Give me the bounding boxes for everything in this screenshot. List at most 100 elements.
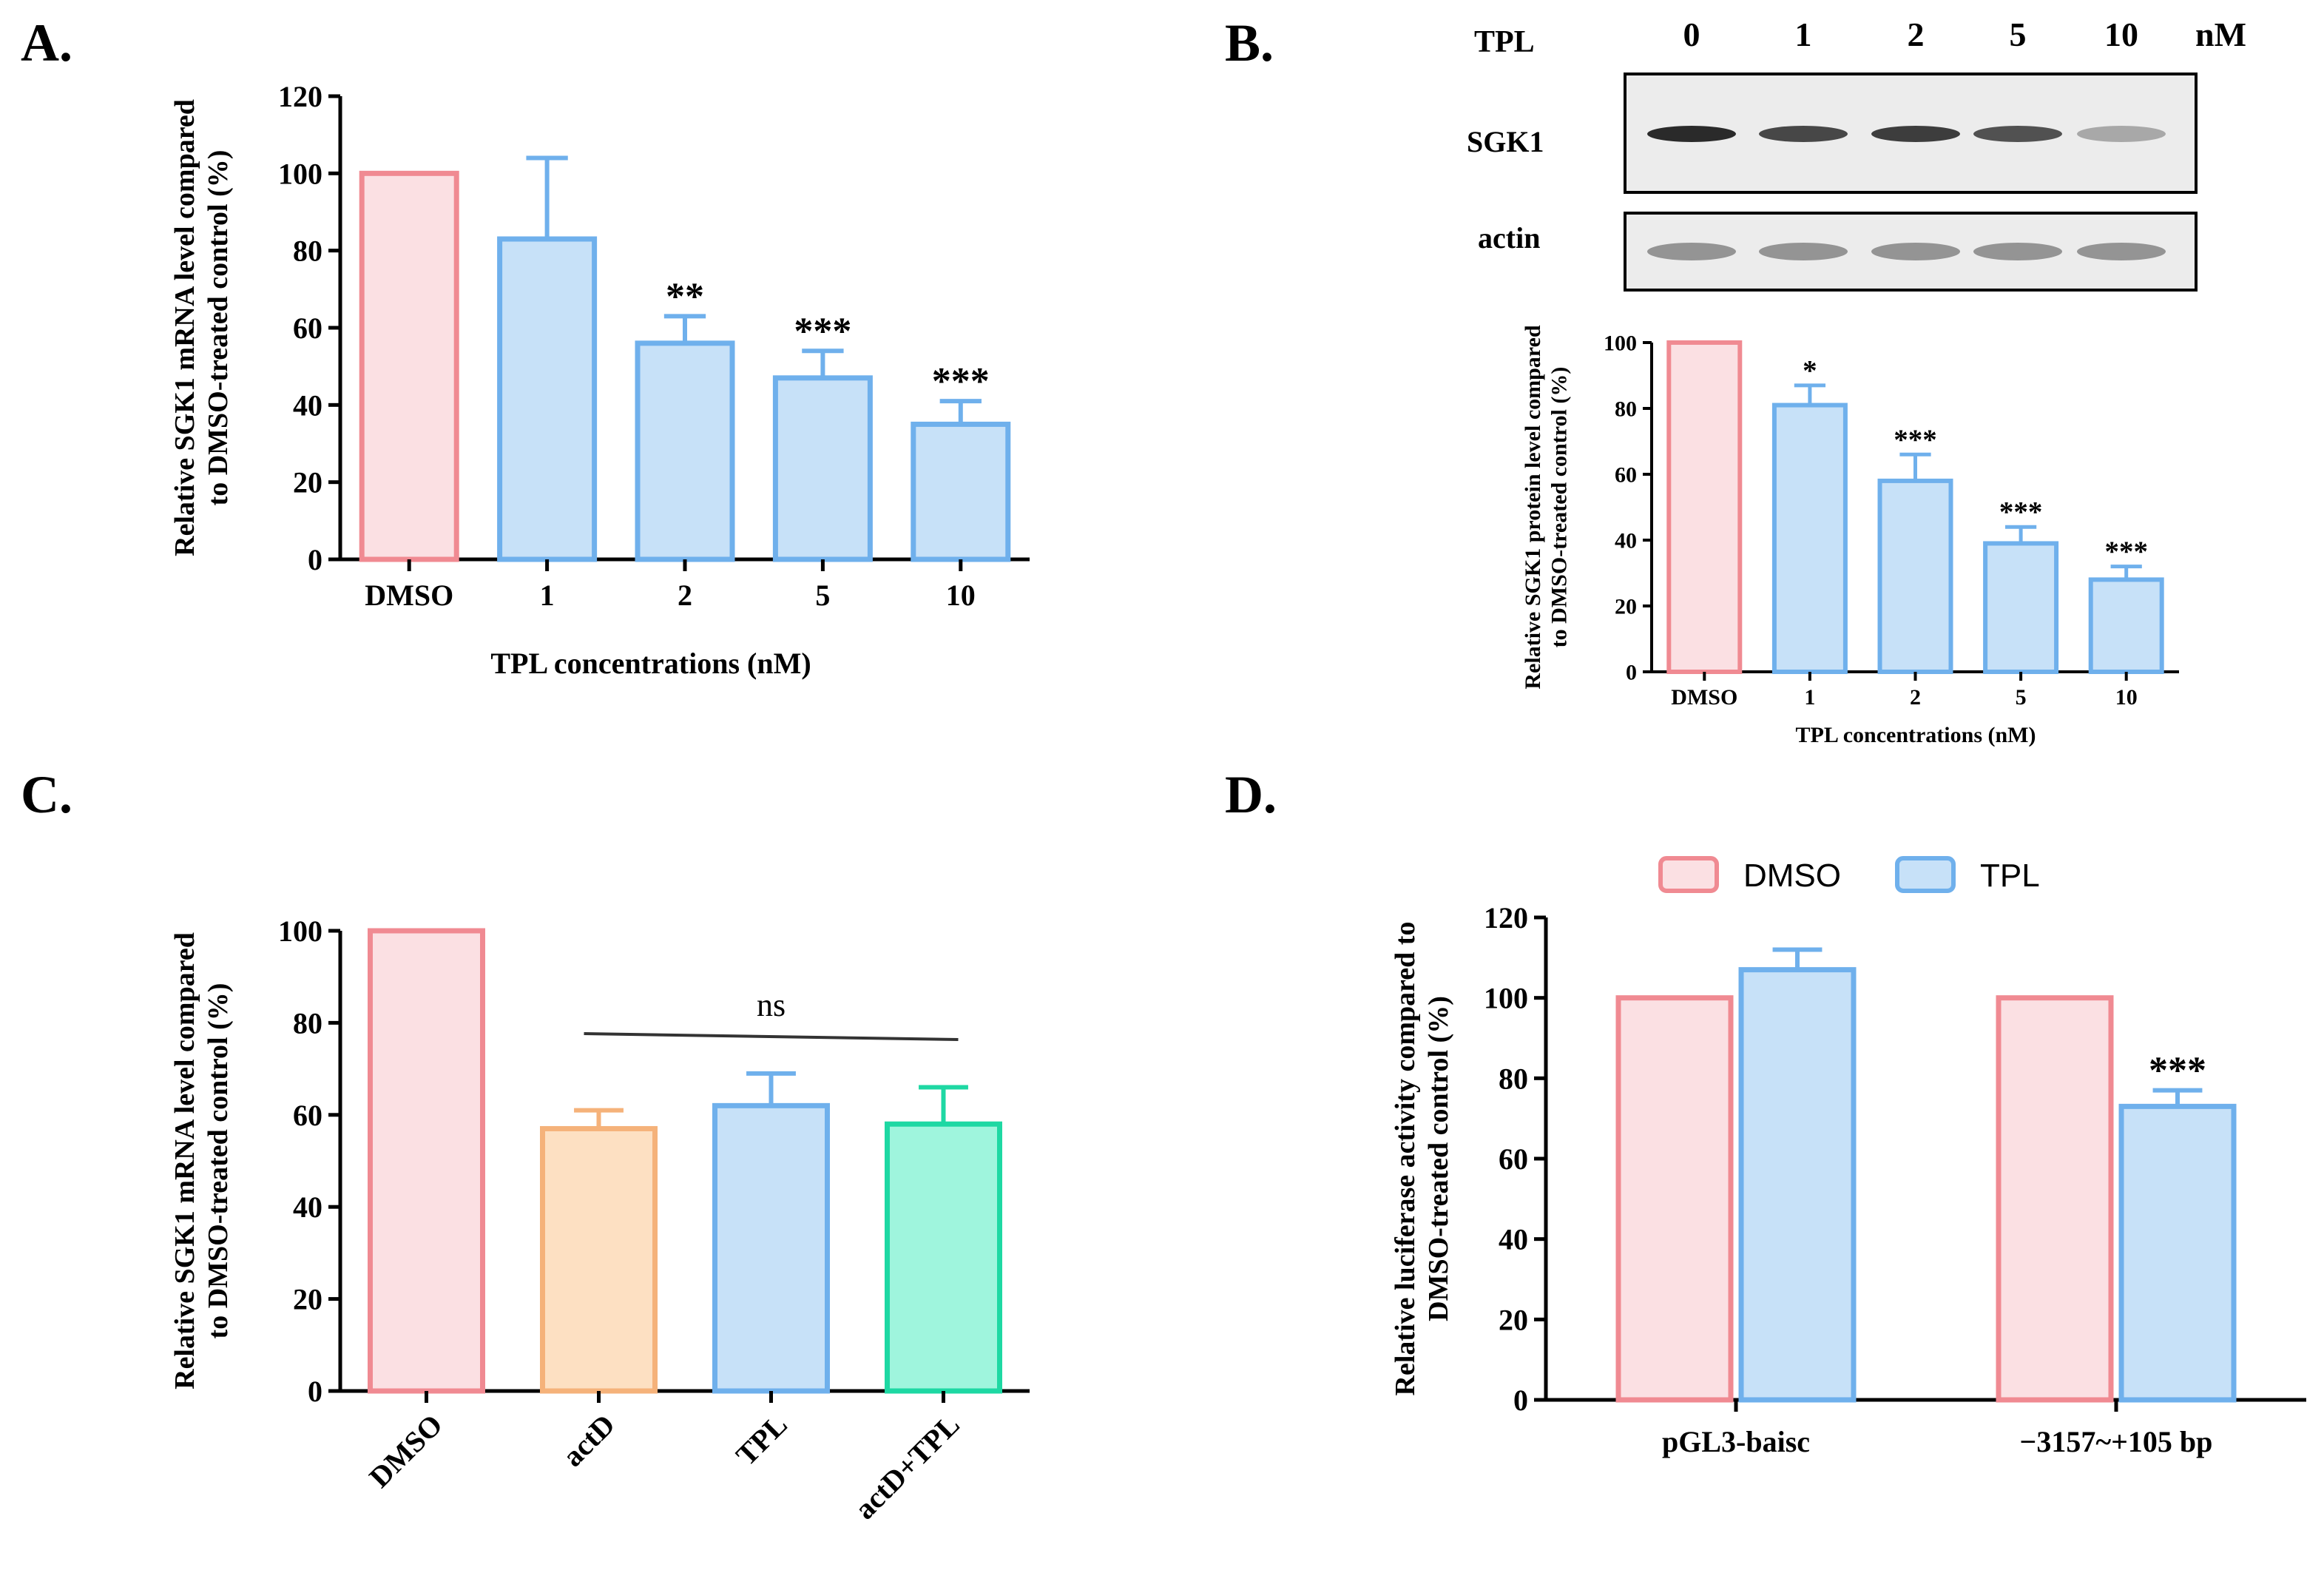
d-y-tick-label: 80 xyxy=(1499,1062,1528,1095)
d-y-tick-label: 100 xyxy=(1484,982,1528,1015)
b-bar-5 xyxy=(1983,541,2059,675)
d-y-axis-label: Relative luciferase activity compared to… xyxy=(1390,922,1454,1396)
blot-row-header: TPL xyxy=(1474,25,1535,59)
c-y-axis-label-line: Relative SGK1 mRNA level compared xyxy=(169,932,200,1390)
d-bar-dmso-1 xyxy=(1996,995,2114,1403)
b-bar-10-significance: *** xyxy=(2104,536,2148,567)
b-x-tick-label: 1 xyxy=(1804,685,1815,710)
a-y-axis-label: Relative SGK1 mRNA level comparedto DMSO… xyxy=(169,99,234,556)
c-bar-tpl xyxy=(712,1102,830,1394)
blot-band-sgk1-3 xyxy=(1973,126,2062,142)
blot-bands-actin xyxy=(1647,243,2166,260)
panel-label-b: B. xyxy=(1225,13,1274,73)
panel-label-c: C. xyxy=(21,765,72,824)
d-bar-dmso-0 xyxy=(1615,995,1734,1403)
d-bar-tpl-1 xyxy=(2118,1103,2237,1403)
a-y-axis-label-line: Relative SGK1 mRNA level compared xyxy=(169,99,200,556)
d-y-tick-label: 60 xyxy=(1499,1142,1528,1176)
b-y-tick-label: 0 xyxy=(1626,661,1637,685)
b-bar-2-significance: *** xyxy=(1894,424,1937,456)
a-bar-2 xyxy=(635,340,735,562)
c-y-tick-label: 60 xyxy=(293,1099,322,1132)
legend-swatch-dmso xyxy=(1658,856,1719,893)
c-y-axis-label: Relative SGK1 mRNA level comparedto DMSO… xyxy=(169,932,234,1390)
b-y-tick-label: 60 xyxy=(1615,463,1637,488)
d-y-tick-label: 0 xyxy=(1513,1384,1528,1417)
chart-d: 0 20 40 60 80 100 120 Relative luciferase activ… xyxy=(1390,856,2306,1458)
blot-band-actin-4 xyxy=(2077,243,2166,260)
blot-unit: nM xyxy=(2195,16,2246,53)
b-bar-dmso xyxy=(1666,340,1743,674)
a-y-axis-label-line: to DMSO-treated control (%) xyxy=(203,150,234,506)
a-x-tick-label: 10 xyxy=(946,579,976,612)
c-bar-actd xyxy=(540,1125,658,1394)
blot-bands-sgk1 xyxy=(1647,126,2166,142)
blot-band-actin-0 xyxy=(1647,243,1736,260)
b-x-axis-label: TPL concentrations (nM) xyxy=(1796,723,2036,747)
a-x-tick-label: 5 xyxy=(815,579,830,612)
blot-band-actin-1 xyxy=(1759,243,1848,260)
d-x-tick-label: −3157~+105 bp xyxy=(2020,1425,2213,1458)
chart-b: 0 20 40 60 80 100 Relative SGK1 protein level … xyxy=(1521,325,2179,747)
b-y-tick-label: 40 xyxy=(1615,529,1637,553)
b-bar-1 xyxy=(1771,402,1848,674)
blot-band-sgk1-1 xyxy=(1759,126,1848,142)
blot-band-sgk1-0 xyxy=(1647,126,1736,142)
legend-label-dmso: DMSO xyxy=(1743,858,1841,894)
b-x-tick-label: 2 xyxy=(1910,685,1921,710)
b-bar-1-significance: * xyxy=(1803,354,1817,386)
c-y-tick-label: 0 xyxy=(308,1375,322,1408)
c-x-tick-label: actD xyxy=(555,1408,621,1473)
c-y-tick-label: 20 xyxy=(293,1283,322,1316)
blot-band-sgk1-2 xyxy=(1871,126,1960,142)
a-bar-2-significance: ** xyxy=(666,275,704,317)
b-bar-2 xyxy=(1877,478,1953,675)
a-y-tick-label: 100 xyxy=(278,157,322,190)
b-bar-5-significance: *** xyxy=(1999,496,2043,528)
panel-label-a: A. xyxy=(21,13,72,73)
blot-band-sgk1-4 xyxy=(2077,126,2166,142)
b-y-tick-label: 20 xyxy=(1615,595,1637,619)
c-x-tick-label: TPL xyxy=(729,1408,794,1472)
a-x-axis-label: TPL concentrations (nM) xyxy=(490,647,811,680)
a-bar-5 xyxy=(772,375,873,562)
d-y-tick-label: 40 xyxy=(1499,1223,1528,1256)
blot-frame-actin xyxy=(1624,212,2198,292)
a-y-tick-label: 80 xyxy=(293,235,322,268)
c-bar-dmso xyxy=(368,928,485,1394)
blot-band-actin-2 xyxy=(1871,243,1960,260)
a-bar-dmso xyxy=(359,170,459,562)
blot-dose-2: 2 xyxy=(1908,16,1925,53)
b-y-axis-label-line: to DMSO-treated control (%) xyxy=(1547,367,1571,648)
c-y-tick-label: 100 xyxy=(278,915,322,948)
c-bracket-line xyxy=(584,1032,959,1042)
a-y-tick-label: 20 xyxy=(293,466,322,499)
a-x-tick-label: 2 xyxy=(678,579,692,612)
d-y-tick-label: 120 xyxy=(1484,901,1528,934)
blot-label-sgk1: SGK1 xyxy=(1467,125,1544,158)
legend-label-tpl: TPL xyxy=(1980,858,2040,894)
d-bar-tpl-1-significance: *** xyxy=(2149,1050,2206,1092)
b-y-tick-label: 100 xyxy=(1604,331,1637,356)
a-y-tick-label: 40 xyxy=(293,388,322,422)
c-y-axis-label-line: to DMSO-treated control (%) xyxy=(203,983,234,1339)
b-y-tick-label: 80 xyxy=(1615,397,1637,422)
blot-dose-1: 1 xyxy=(1795,16,1812,53)
a-y-tick-label: 120 xyxy=(278,80,322,113)
a-bar-5-significance: *** xyxy=(794,310,851,352)
b-bar-10 xyxy=(2088,577,2164,675)
chart-a: 0 20 40 60 80 100 120 Relative SGK1 mRNA level … xyxy=(169,80,1030,680)
a-bar-10 xyxy=(911,421,1011,562)
a-x-tick-label: DMSO xyxy=(365,579,453,612)
blot-band-actin-3 xyxy=(1973,243,2062,260)
panel-label-d: D. xyxy=(1225,765,1277,824)
b-x-tick-label: 5 xyxy=(2016,685,2027,710)
c-x-tick-label: actD+TPL xyxy=(848,1408,965,1526)
b-x-tick-label: DMSO xyxy=(1671,685,1737,710)
b-x-tick-label: 10 xyxy=(2115,685,2138,710)
d-y-axis-label-line: DMSO-treated control (%) xyxy=(1423,996,1454,1321)
western-blot: TPL 0 1 2 5 10 nM SGK1 actin xyxy=(1467,16,2246,292)
d-x-tick-label: pGL3-baisc xyxy=(1662,1425,1810,1458)
blot-label-actin: actin xyxy=(1478,221,1540,255)
